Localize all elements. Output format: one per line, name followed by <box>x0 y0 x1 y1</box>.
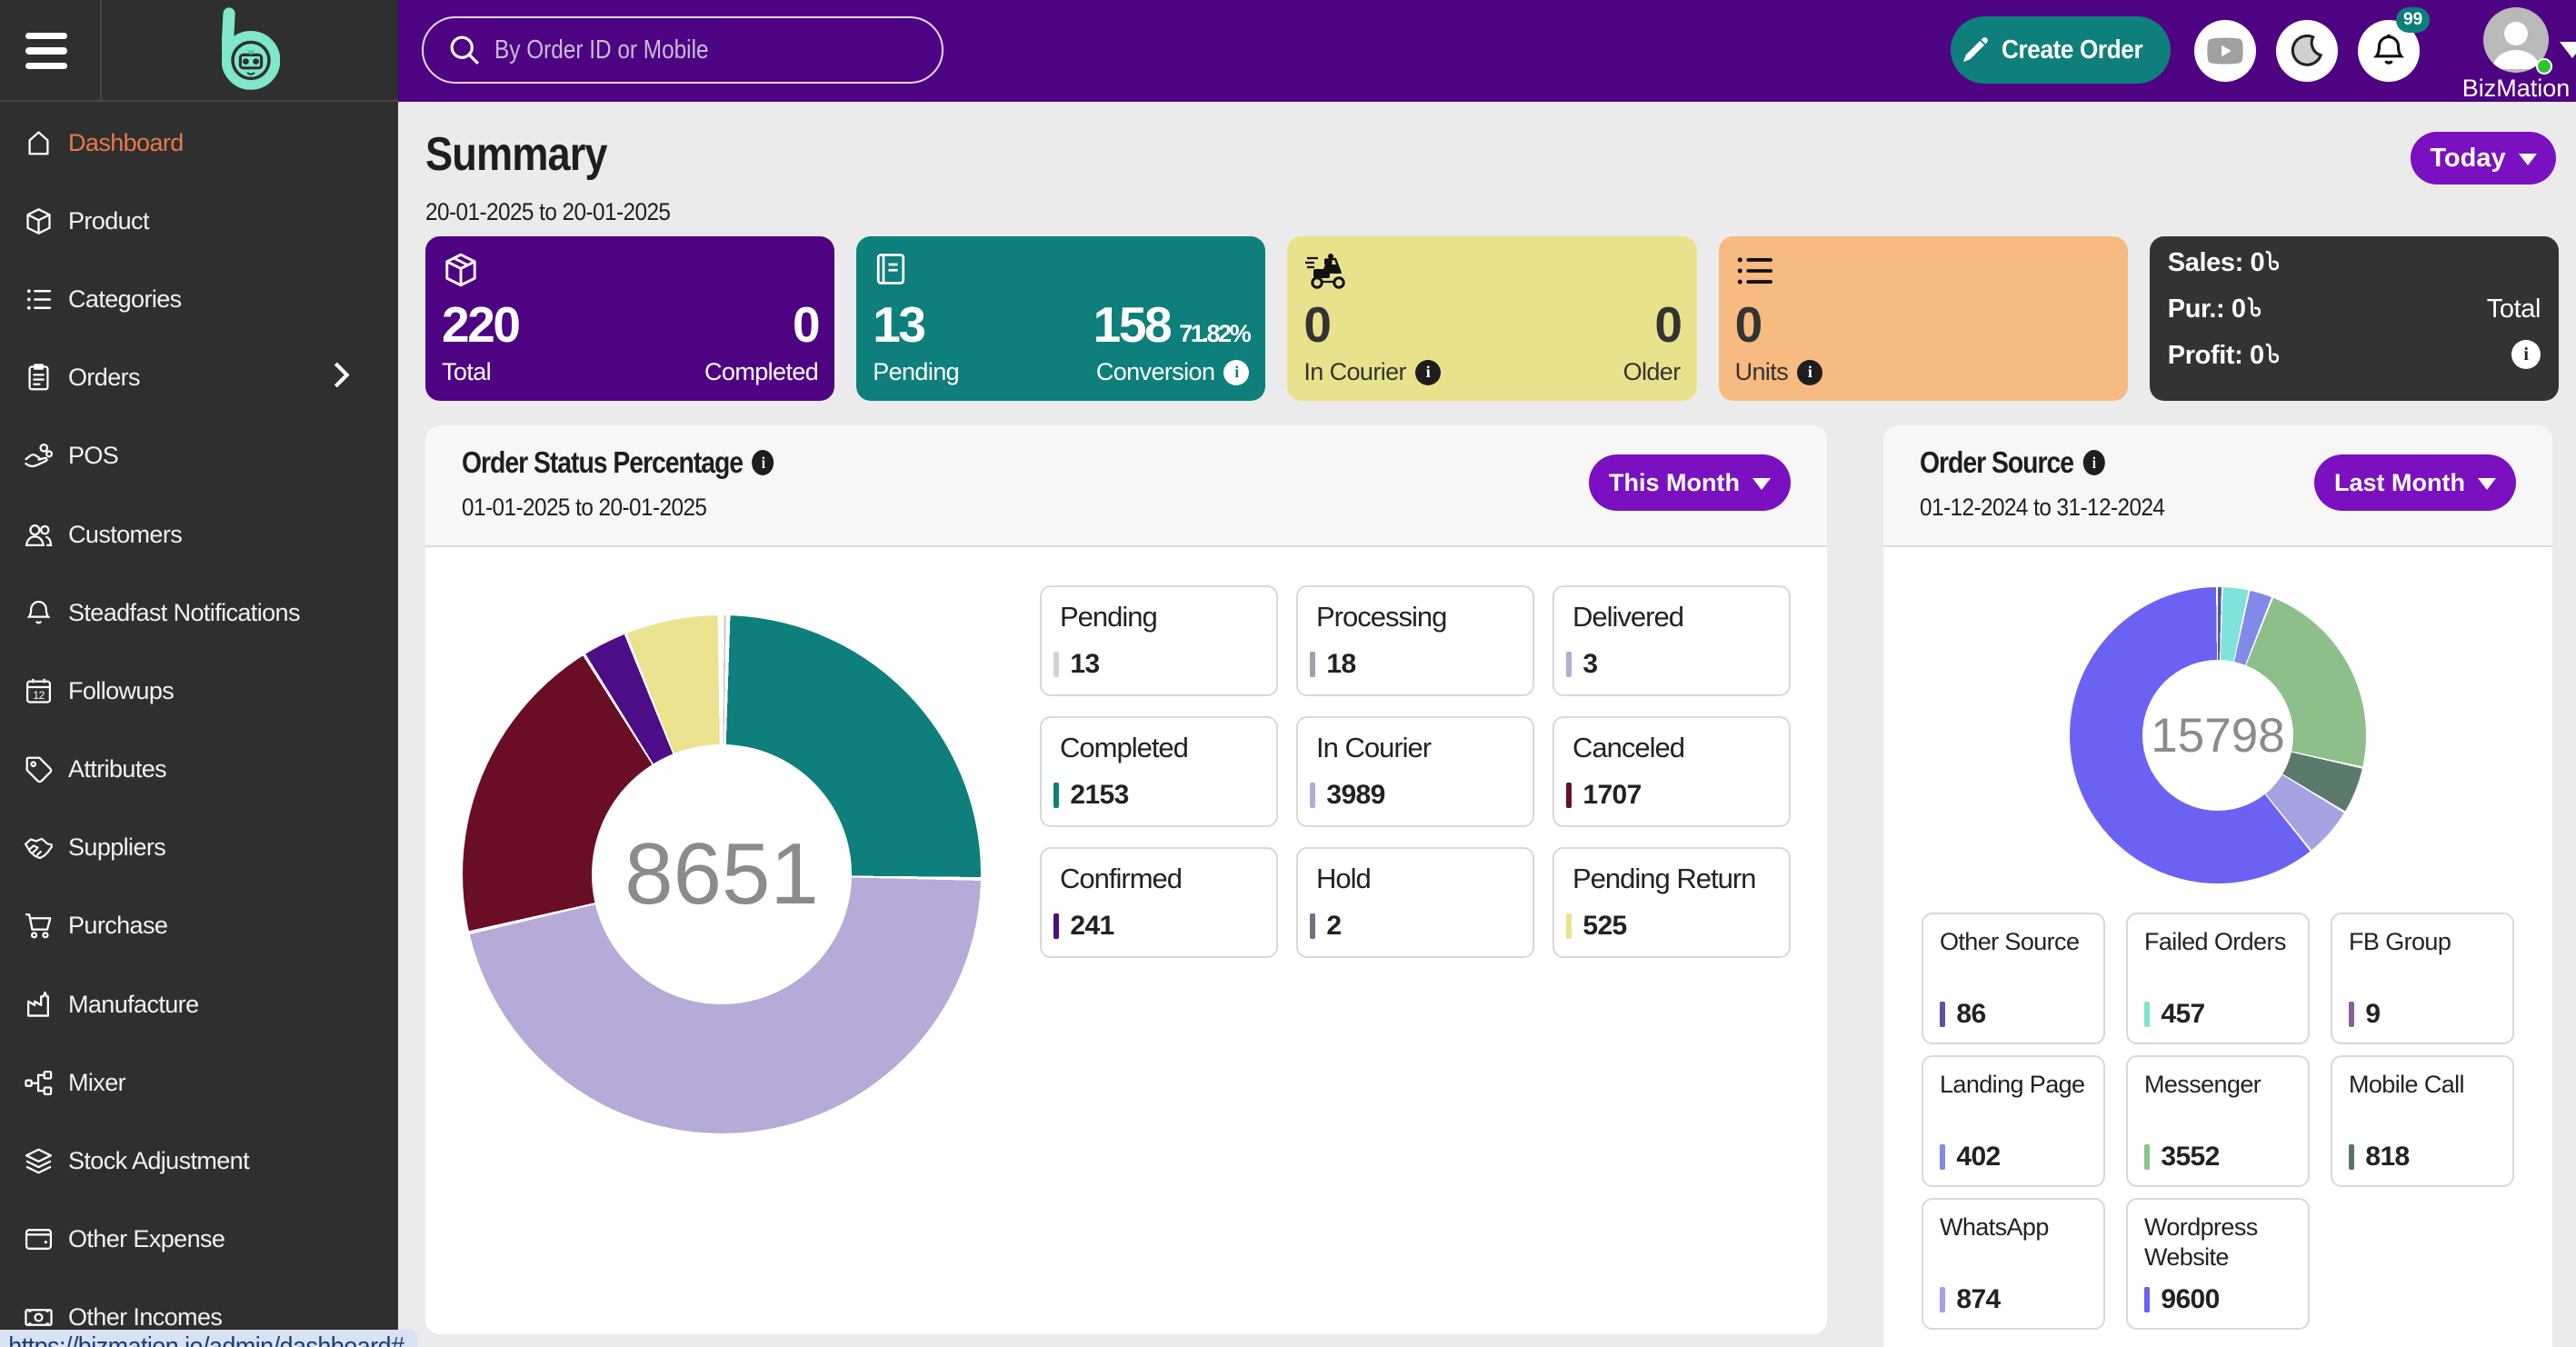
svg-text:12: 12 <box>33 689 45 702</box>
